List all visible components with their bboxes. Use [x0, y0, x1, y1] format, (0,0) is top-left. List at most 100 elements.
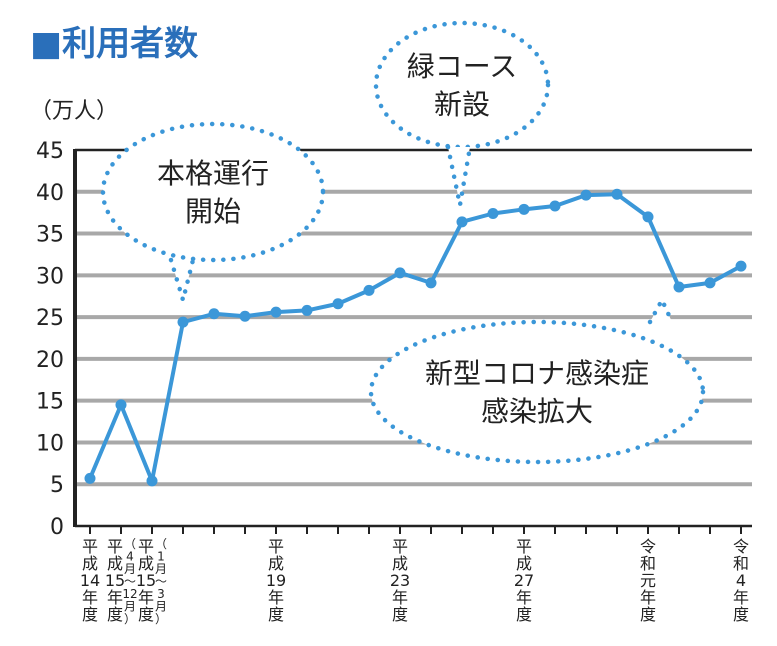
x-tick-label-part: 平	[392, 537, 408, 556]
x-tick-label-part: 平	[138, 537, 154, 556]
x-tick-note: （1 月～ 3 月）	[155, 537, 167, 626]
x-tick-label-part: 年	[107, 588, 123, 607]
x-tick-label-part: 15	[136, 571, 156, 590]
y-tick-label: 45	[36, 139, 64, 164]
x-tick-label-part: 和	[640, 554, 656, 573]
data-point	[270, 306, 282, 318]
x-tick-label-part: 27	[514, 571, 534, 590]
x-tick-label-part: 成	[392, 554, 408, 573]
y-tick-label: 20	[36, 348, 64, 373]
y-tick-label: 5	[50, 473, 64, 498]
x-tick-label-part: 年	[268, 588, 284, 607]
x-tick-label-part: 平	[107, 537, 123, 556]
x-tick-note-part: 1	[157, 550, 165, 564]
x-tick-note-part: （	[124, 537, 136, 551]
callout-pointer	[445, 144, 473, 206]
x-tick-note-part: 月	[155, 562, 167, 576]
x-tick-label-part: 令	[640, 537, 656, 556]
y-tick-label: 10	[36, 431, 64, 456]
x-tick-label-part: 度	[733, 605, 749, 624]
x-tick-label-part: 23	[390, 571, 410, 590]
data-point	[239, 310, 251, 322]
y-tick-label: 35	[36, 223, 64, 248]
y-tick-label: 30	[36, 264, 64, 289]
x-tick-label-part: 成	[268, 554, 284, 573]
x-tick-label-part: 成	[82, 554, 98, 573]
data-point	[332, 298, 344, 310]
callout-line: 本格運行	[157, 157, 269, 190]
callout-bubble	[100, 121, 326, 263]
x-tick-note-part: 12	[122, 587, 137, 601]
data-point	[363, 284, 375, 296]
data-point	[611, 188, 623, 200]
data-point	[177, 316, 189, 328]
callout-text: 本格運行開始	[157, 157, 269, 228]
x-tick-label-part: 度	[107, 605, 123, 624]
data-point	[549, 200, 561, 212]
x-tick-note-part: 月	[124, 600, 136, 614]
callout-bubble	[373, 20, 551, 150]
data-point	[518, 203, 530, 215]
x-tick-label-part: 成	[107, 554, 123, 573]
x-tick-label-part: 平	[516, 537, 532, 556]
callout-line: 緑コース	[407, 50, 518, 83]
x-tick-label-part: 度	[268, 605, 284, 624]
x-tick-label-part: 14	[80, 571, 100, 590]
x-tick-label: 平成 27 年度	[514, 537, 534, 624]
x-tick-label-part: 成	[516, 554, 532, 573]
x-tick-label-part: 15	[105, 571, 125, 590]
data-point	[704, 277, 716, 289]
x-tick-label-part: 度	[392, 605, 408, 624]
x-tick-label-part: 和	[733, 554, 749, 573]
data-point	[301, 304, 313, 316]
x-tick-label-part: 成	[138, 554, 154, 573]
callout-pointer	[647, 294, 675, 325]
data-point	[425, 277, 437, 289]
callout-pointer	[168, 257, 196, 309]
callout-bubble	[368, 319, 706, 465]
callout-line: 開始	[185, 195, 241, 228]
callout-text: 緑コース新設	[407, 50, 518, 121]
x-tick-label-part: 平	[268, 537, 284, 556]
data-point	[146, 475, 158, 487]
x-tick-note-part: （	[155, 537, 167, 551]
x-tick-label-part: 度	[138, 605, 154, 624]
x-tick-label: 平成 19 年度	[266, 537, 286, 624]
x-tick-label-part: 令	[733, 537, 749, 556]
data-point	[642, 211, 654, 223]
x-tick-label: 令和元年度	[640, 537, 656, 624]
y-tick-label: 40	[36, 181, 64, 206]
x-tick-label: 平成 15 年度	[105, 537, 125, 624]
y-tick-label: 15	[36, 390, 64, 415]
x-tick-note-part: ）	[155, 612, 167, 626]
data-point	[208, 308, 220, 320]
callout-line: 新設	[434, 88, 490, 121]
chart-title: ■利用者数	[30, 24, 198, 64]
x-tick-label: 平成 23 年度	[390, 537, 410, 624]
x-tick-note-part: 3	[157, 587, 165, 601]
x-tick-note-part: 4	[126, 550, 134, 564]
x-tick-label-part: 年	[516, 588, 532, 607]
x-tick-label: 平成 14 年度	[80, 537, 100, 624]
x-tick-note-part: ）	[124, 612, 136, 626]
x-tick-note-part: ～	[155, 575, 167, 589]
x-tick-label-part: 年	[392, 588, 408, 607]
data-point	[673, 281, 685, 293]
data-point	[394, 267, 406, 279]
callout-line: 新型コロナ感染症	[425, 357, 649, 390]
data-point	[580, 189, 592, 201]
x-tick-label-part: 元	[640, 571, 656, 590]
y-tick-label: 0	[50, 515, 64, 540]
data-point	[456, 216, 468, 228]
x-tick-label-part: 度	[640, 605, 656, 624]
x-tick-note: （4 月～ 12 月）	[122, 537, 137, 626]
y-tick-label: 25	[36, 306, 64, 331]
callout-line: 感染拡大	[481, 395, 593, 428]
data-point	[84, 472, 96, 484]
x-tick-label-part: 年	[138, 588, 154, 607]
x-tick-label: 平成 15 年度	[136, 537, 156, 624]
data-point	[487, 208, 499, 220]
x-tick-label-part: 年	[640, 588, 656, 607]
